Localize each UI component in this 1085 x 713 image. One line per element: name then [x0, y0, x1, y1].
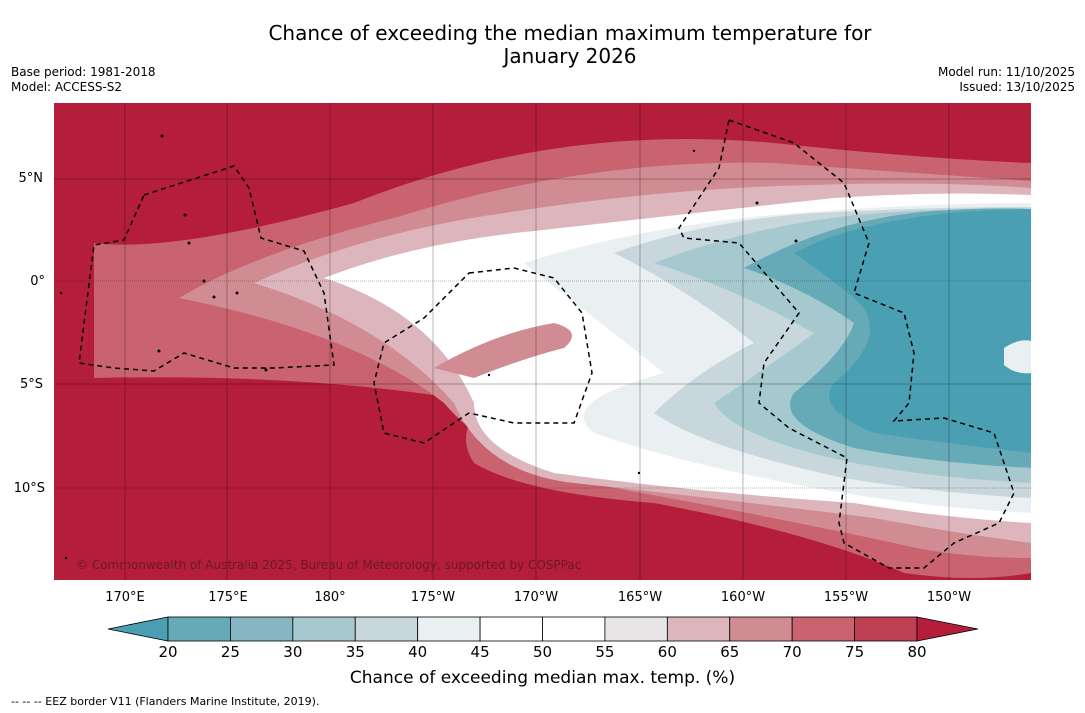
colorbar-segments	[167, 616, 918, 642]
lat-label-5n: 5°N	[18, 171, 44, 186]
lon-label-170w: 170°W	[513, 590, 559, 605]
colorbar	[107, 616, 979, 646]
lon-label-155w: 155°W	[823, 590, 869, 605]
colorbar-segment	[292, 616, 356, 642]
island-dots	[59, 134, 798, 560]
graticule	[54, 103, 1031, 580]
colorbar-tick-label: 40	[408, 643, 428, 661]
meta-right: Model run: 11/10/2025 Issued: 13/10/2025	[938, 65, 1075, 95]
map-panel[interactable]	[54, 103, 1031, 580]
eez-legend-note: -- -- -- EEZ border V11 (Flanders Marine…	[11, 695, 320, 708]
colorbar-tick-label: 60	[657, 643, 677, 661]
colorbar-segment	[167, 616, 231, 642]
lon-label-175e: 175°E	[208, 590, 248, 605]
colorbar-segment	[354, 616, 419, 642]
lon-label-150w: 150°W	[926, 590, 972, 605]
colorbar-segment	[230, 616, 294, 642]
eez-tokelau	[373, 267, 593, 444]
base-period: Base period: 1981-2018	[11, 65, 156, 79]
map-svg	[54, 103, 1031, 580]
lon-label-180: 180°	[314, 590, 346, 605]
eez-borders	[78, 119, 1015, 569]
colorbar-tick-label: 20	[158, 643, 178, 661]
colorbar-segment	[791, 616, 855, 642]
lat-label-eq: 0°	[30, 274, 45, 289]
eez-kiribati-gilbert	[78, 165, 335, 372]
lat-label-10s: 10°S	[13, 481, 45, 496]
colorbar-segment	[729, 616, 793, 642]
colorbar-tick-label: 35	[345, 643, 365, 661]
band-pocket	[434, 323, 572, 378]
colorbar-segment	[417, 616, 481, 642]
lon-label-175w: 175°W	[410, 590, 456, 605]
colorbar-segment	[479, 616, 543, 642]
model-run: Model run: 11/10/2025	[937, 65, 1075, 79]
colorbar-low-extension	[107, 616, 169, 642]
colorbar-segment	[666, 616, 731, 642]
issued-date: Issued: 13/10/2025	[959, 80, 1075, 94]
colorbar-tick-label: 70	[782, 643, 802, 661]
colorbar-high-extension	[916, 616, 979, 642]
copyright-notice: © Commonwealth of Australia 2025, Bureau…	[76, 558, 582, 572]
colorbar-tick-label: 75	[845, 643, 865, 661]
colorbar-tick-label: 50	[532, 643, 553, 661]
meta-left: Base period: 1981-2018 Model: ACCESS-S2	[11, 65, 156, 95]
colorbar-tick-label: 80	[907, 643, 927, 661]
colorbar-segment	[854, 616, 918, 642]
colorbar-tick-label: 30	[283, 643, 303, 661]
lat-label-5s: 5°S	[19, 377, 43, 392]
chart-title: Chance of exceeding the median maximum t…	[0, 22, 1085, 68]
colorbar-tick-label: 45	[470, 643, 490, 661]
colorbar-tick-label: 65	[720, 643, 740, 661]
colorbar-segment	[542, 616, 606, 642]
eez-kiribati-line	[678, 119, 1015, 569]
colorbar-svg	[107, 616, 979, 642]
model-name: Model: ACCESS-S2	[11, 80, 123, 94]
colorbar-label: Chance of exceeding median max. temp. (%…	[349, 668, 736, 688]
colorbar-tick-label: 55	[595, 643, 615, 661]
lon-label-170e: 170°E	[105, 590, 145, 605]
title-line-2: January 2026	[503, 44, 637, 68]
band-20	[794, 209, 1031, 453]
title-line-1: Chance of exceeding the median maximum t…	[268, 21, 872, 45]
colorbar-segment	[604, 616, 668, 642]
colorbar-tick-label: 25	[220, 643, 240, 661]
band-east-pocket	[1004, 340, 1031, 374]
lon-label-160w: 160°W	[720, 590, 766, 605]
lon-label-165w: 165°W	[617, 590, 663, 605]
